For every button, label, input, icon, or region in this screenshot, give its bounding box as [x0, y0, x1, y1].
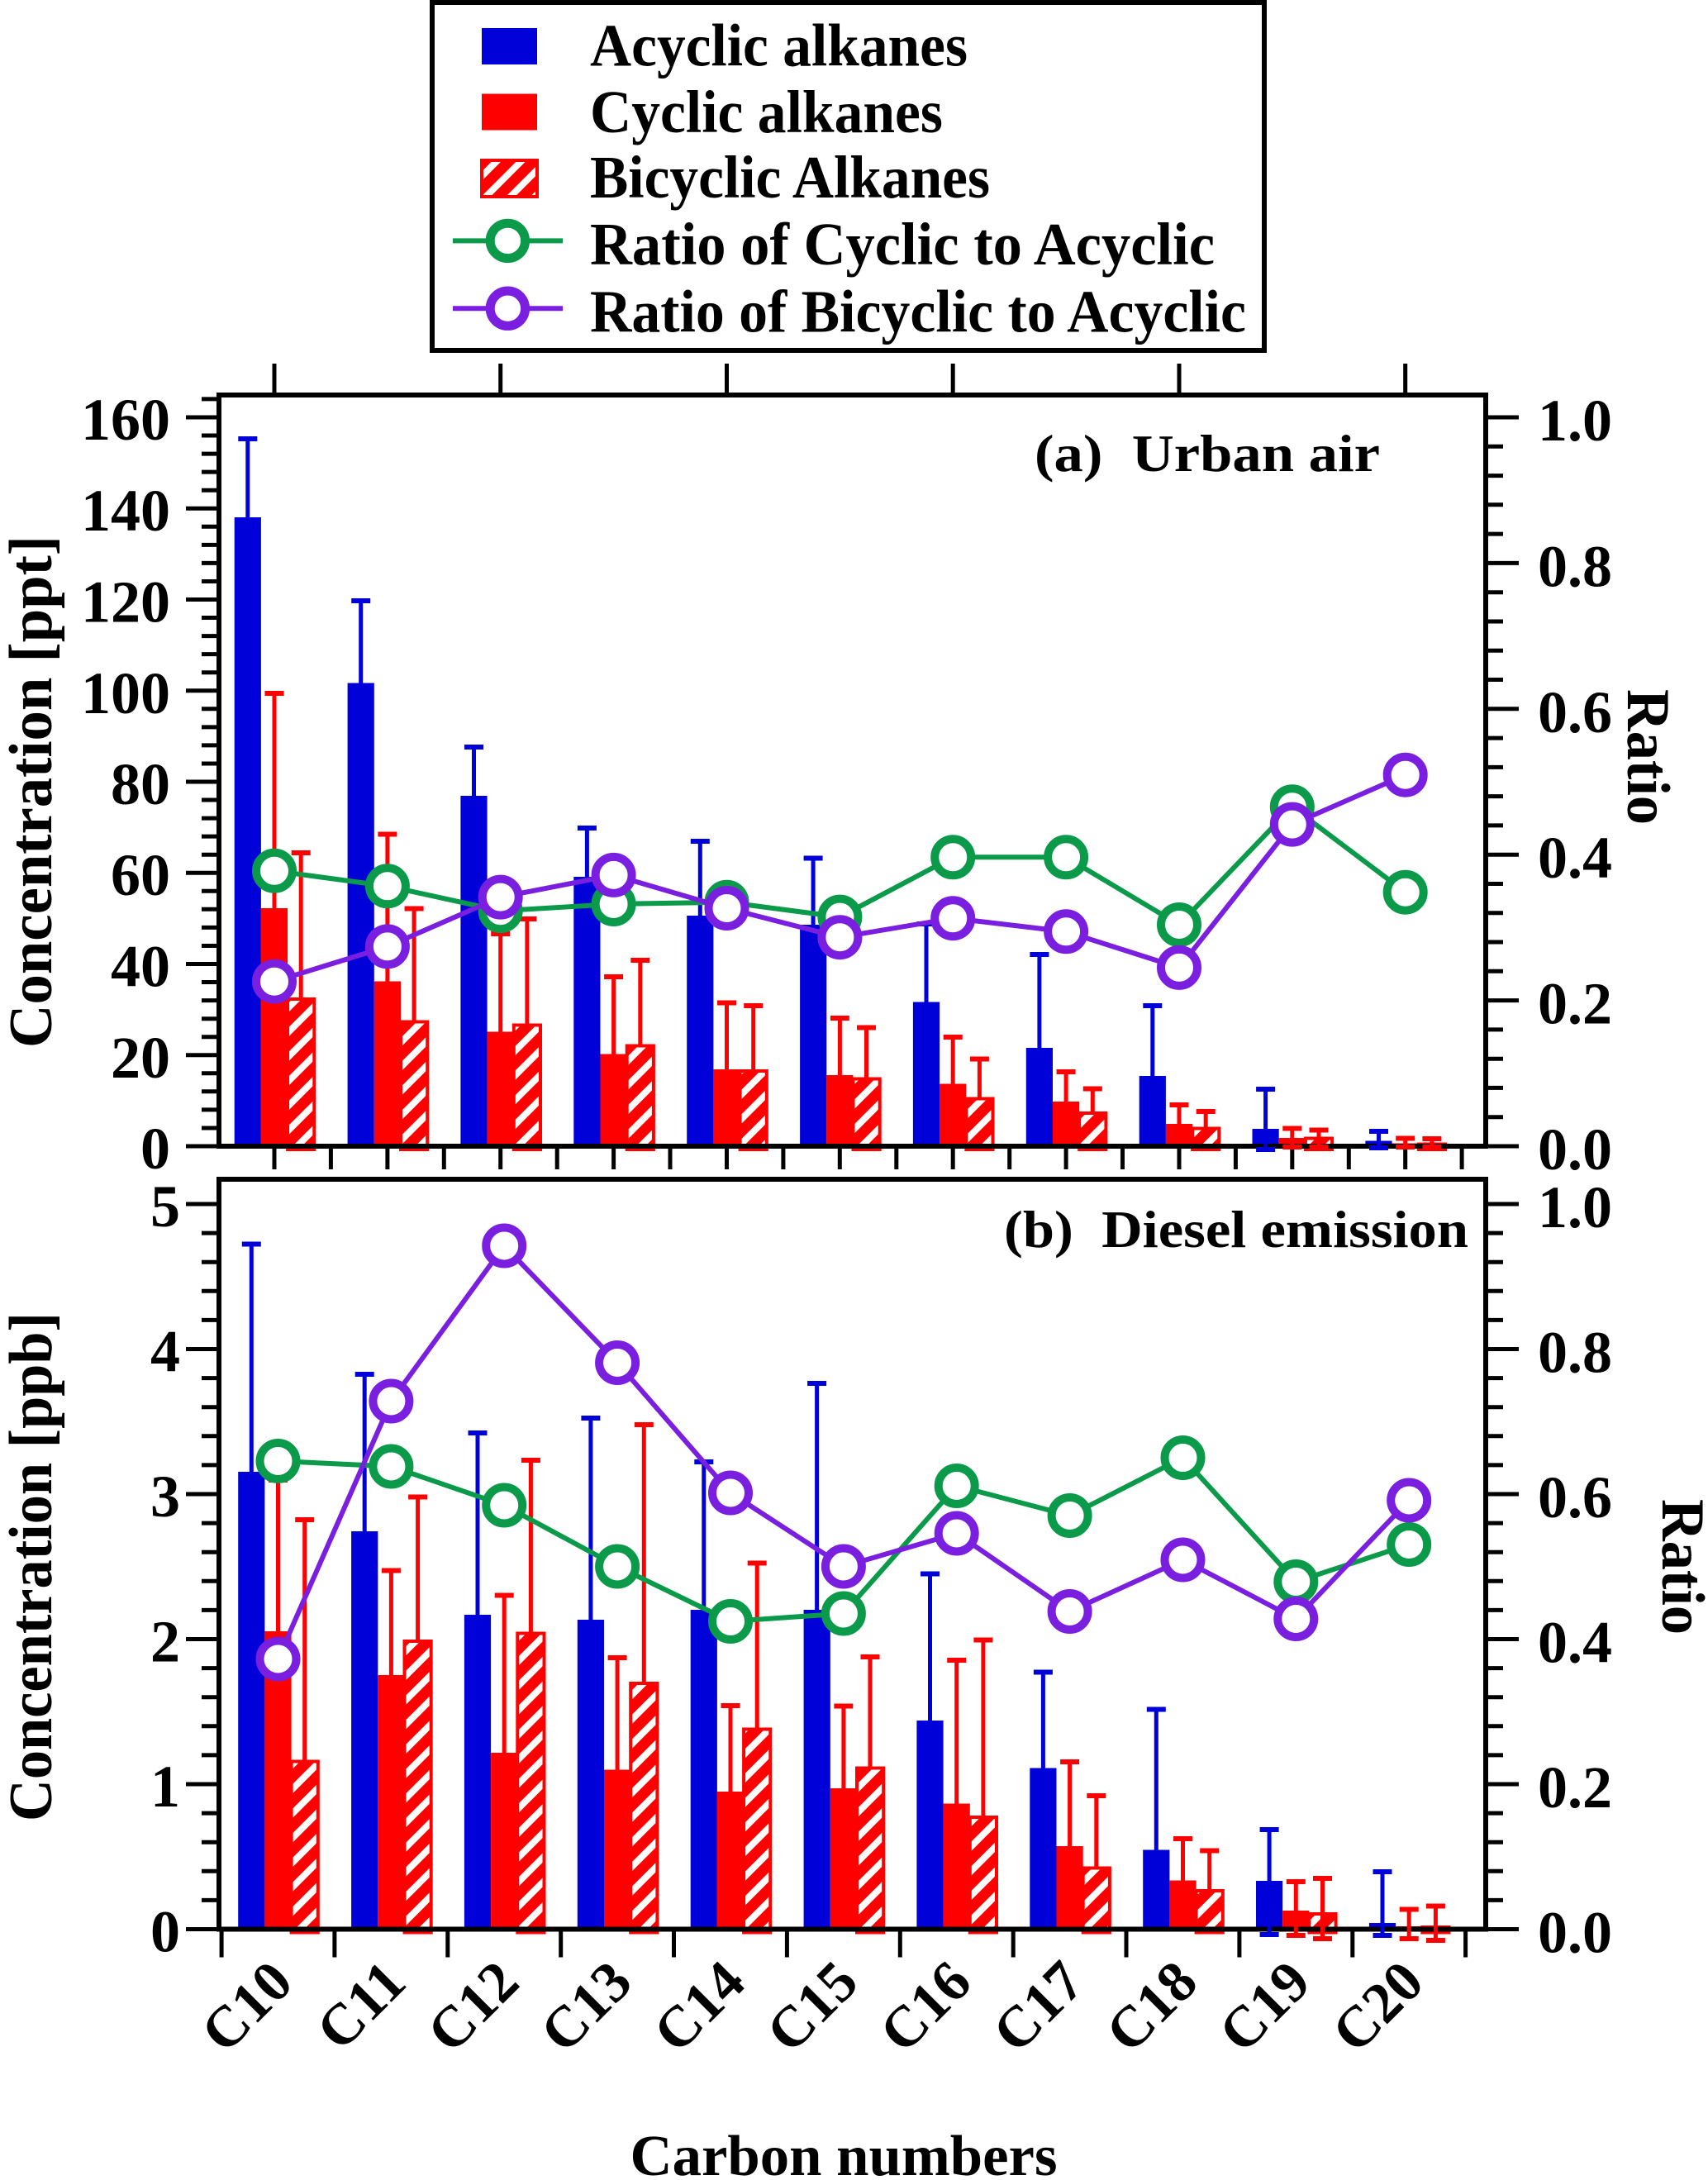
svg-text:Ratio: Ratio [1614, 689, 1682, 825]
svg-text:Concentration [ppt]: Concentration [ppt] [0, 535, 65, 1048]
svg-text:(a) Urban air: (a) Urban air [1035, 424, 1380, 483]
svg-text:120: 120 [81, 569, 170, 635]
svg-text:20: 20 [111, 1025, 170, 1091]
svg-text:0.4: 0.4 [1538, 825, 1612, 891]
svg-text:40: 40 [111, 934, 170, 1000]
svg-text:Cyclic alkanes: Cyclic alkanes [590, 79, 943, 145]
svg-text:1.0: 1.0 [1538, 1174, 1612, 1240]
svg-text:Ratio of Cyclic to Acyclic: Ratio of Cyclic to Acyclic [590, 211, 1215, 278]
svg-text:0: 0 [140, 1116, 170, 1182]
svg-text:Concentration [ppb]: Concentration [ppb] [0, 1312, 65, 1821]
svg-text:Bicyclic Alkanes: Bicyclic Alkanes [590, 144, 990, 211]
svg-text:100: 100 [81, 660, 170, 726]
svg-text:0.2: 0.2 [1538, 1754, 1612, 1821]
svg-text:80: 80 [111, 751, 170, 817]
svg-text:140: 140 [81, 478, 170, 544]
svg-text:2: 2 [150, 1609, 180, 1675]
svg-text:1: 1 [150, 1754, 180, 1820]
svg-text:1.0: 1.0 [1538, 388, 1612, 454]
svg-text:Ratio: Ratio [1649, 1499, 1708, 1635]
svg-text:0.2: 0.2 [1538, 971, 1612, 1037]
svg-text:0.0: 0.0 [1538, 1116, 1612, 1183]
svg-text:0.8: 0.8 [1538, 533, 1612, 599]
svg-text:Carbon numbers: Carbon numbers [630, 2125, 1058, 2180]
svg-text:0.8: 0.8 [1538, 1320, 1612, 1386]
svg-text:0.6: 0.6 [1538, 679, 1612, 745]
svg-text:(b) Diesel emission: (b) Diesel emission [1004, 1200, 1468, 1259]
svg-text:3: 3 [150, 1464, 180, 1530]
svg-text:0.4: 0.4 [1538, 1610, 1612, 1676]
svg-text:Acyclic alkanes: Acyclic alkanes [590, 12, 968, 79]
svg-text:4: 4 [150, 1319, 180, 1385]
svg-text:160: 160 [81, 387, 170, 453]
svg-text:60: 60 [111, 842, 170, 908]
svg-text:0.6: 0.6 [1538, 1464, 1612, 1530]
svg-text:5: 5 [150, 1173, 180, 1240]
svg-text:0.0: 0.0 [1538, 1900, 1612, 1966]
svg-text:0: 0 [150, 1899, 180, 1965]
svg-text:Ratio of Bicyclic to Acyclic: Ratio of Bicyclic to Acyclic [590, 278, 1246, 345]
